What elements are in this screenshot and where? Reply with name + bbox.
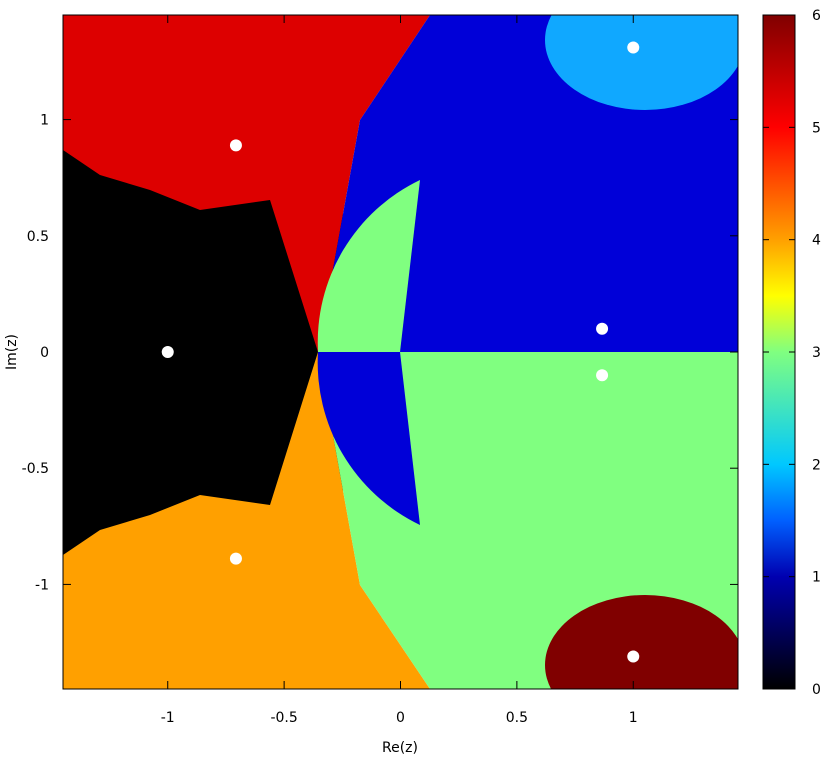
x-tick-label: 0.5 <box>506 710 528 726</box>
root-marker <box>229 139 242 152</box>
colorbar-tick-label: 4 <box>812 233 821 249</box>
colorbar-tick-label: 2 <box>812 457 821 473</box>
colorbar-tick-label: 1 <box>812 570 821 586</box>
colorbar-tick-label: 0 <box>812 682 821 698</box>
basin-map <box>63 15 738 689</box>
root-marker <box>627 41 640 54</box>
y-tick-label: 1 <box>40 113 49 129</box>
y-tick-label: -0.5 <box>22 461 49 477</box>
root-marker <box>596 322 609 335</box>
y-tick-label: -1 <box>35 577 49 593</box>
colorbar-tick-label: 3 <box>812 345 821 361</box>
colorbar-tick-label: 6 <box>812 8 821 24</box>
lobe-lower-blue <box>317 352 420 525</box>
y-tick-label: 0.5 <box>27 229 49 245</box>
basin-bottom-right-cap <box>545 595 738 689</box>
x-axis-label: Re(z) <box>382 740 418 756</box>
x-tick-label: -1 <box>161 710 175 726</box>
y-axis-ticks: 1 0.5 0 -0.5 -1 <box>22 113 738 593</box>
root-marker <box>627 650 640 663</box>
y-axis-label: Im(z) <box>4 334 20 370</box>
x-axis-ticks: -1 -0.5 0 0.5 1 <box>161 15 638 726</box>
x-tick-label: 1 <box>629 710 638 726</box>
root-marker <box>596 369 609 382</box>
lobe-upper-green <box>317 180 420 352</box>
x-tick-label: -0.5 <box>270 710 297 726</box>
root-markers <box>161 41 640 663</box>
root-marker <box>229 552 242 565</box>
y-tick-label: 0 <box>40 345 49 361</box>
x-tick-label: 0 <box>396 710 405 726</box>
colorbar-tick-label: 5 <box>812 120 821 136</box>
basin-lower-left <box>63 352 430 689</box>
colorbar-ticks: 6 5 4 3 2 1 0 <box>763 8 821 698</box>
basin-upper-left <box>63 15 430 352</box>
basin-top-right-cap <box>545 15 738 110</box>
root-marker <box>161 346 174 358</box>
